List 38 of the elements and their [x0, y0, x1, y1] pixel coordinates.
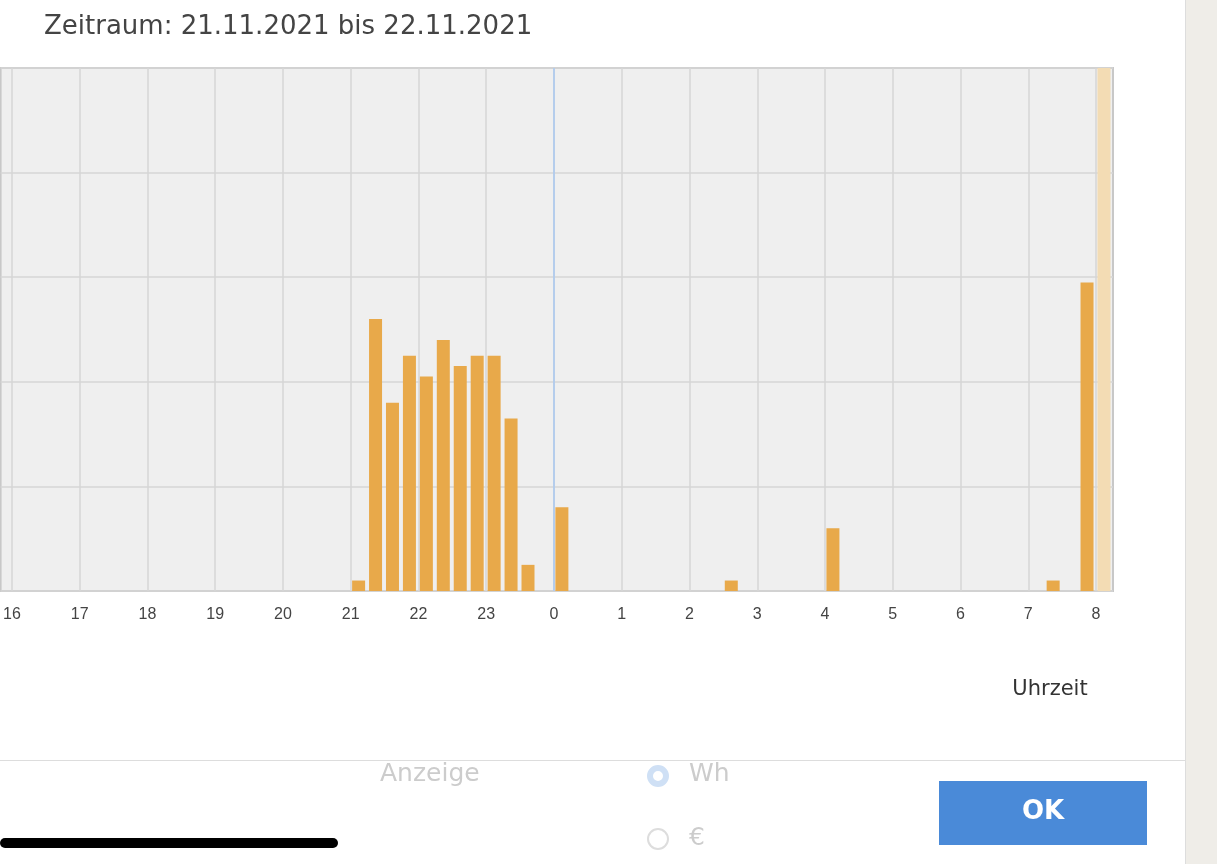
bar: [402, 355, 416, 591]
x-tick-label: 4: [820, 604, 830, 622]
x-tick-label: 1: [617, 604, 627, 622]
bar: [555, 507, 569, 591]
bar: [352, 580, 366, 591]
chart-title: Zeitraum: 21.11.2021 bis 22.11.2021: [44, 10, 533, 40]
x-tick-label: 5: [888, 604, 898, 622]
x-tick-label: 16: [3, 604, 21, 622]
x-tick-label: 2: [685, 604, 695, 622]
bar: [436, 339, 450, 591]
text: OK: [1022, 795, 1065, 825]
x-tick-label: 0: [549, 604, 559, 622]
bar: [724, 580, 738, 591]
x-axis-title: Uhrzeit: [1011, 676, 1089, 700]
bar: [1046, 580, 1060, 591]
x-tick-label: 3: [752, 604, 762, 622]
bar: [487, 355, 501, 591]
bar: [470, 355, 484, 591]
bar: [453, 366, 467, 591]
bar: [369, 319, 383, 591]
bar: [419, 376, 433, 591]
x-tick-label: 21: [341, 604, 360, 622]
bar: [521, 564, 535, 591]
x-tick-label: 23: [477, 604, 496, 622]
x-tick-label: 8: [1091, 604, 1101, 622]
text: €: [689, 822, 705, 851]
x-tick-label: 20: [274, 604, 292, 622]
x-tick-label: 6: [956, 604, 966, 622]
x-tick-label: 17: [70, 604, 89, 622]
bar: [385, 402, 399, 591]
bar: [826, 528, 840, 591]
x-tick-label: 19: [206, 604, 225, 622]
bar: [1097, 68, 1111, 591]
x-tick-label: 22: [409, 604, 428, 622]
bar: [1080, 282, 1094, 591]
x-tick-label: 18: [138, 604, 157, 622]
x-tick-label: 7: [1023, 604, 1033, 622]
bar: [504, 418, 518, 591]
